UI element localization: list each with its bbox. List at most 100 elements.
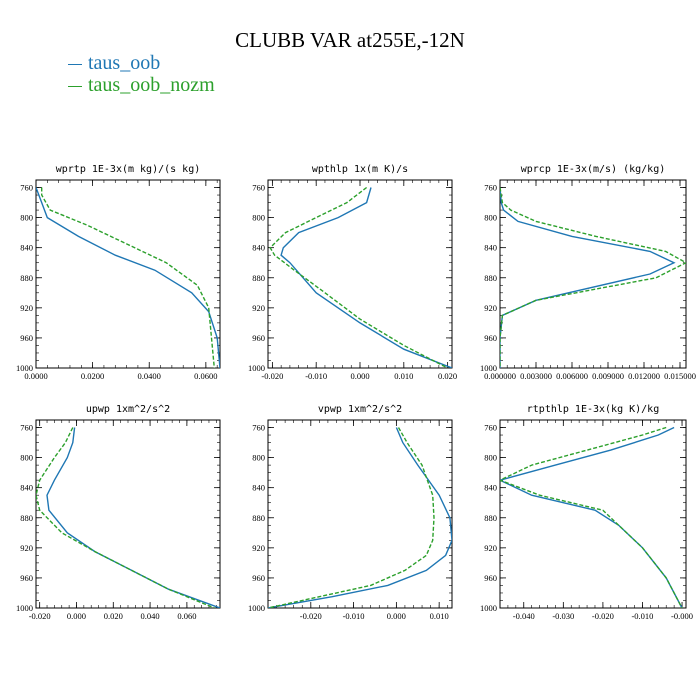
series-line-taus-oob-nozm bbox=[500, 426, 683, 608]
panel-title: vpwp 1xm^2/s^2 bbox=[318, 404, 402, 415]
panel-title: upwp 1xm^2/s^2 bbox=[86, 404, 170, 415]
y-tick-label: 880 bbox=[252, 273, 265, 283]
y-tick-label: 1000 bbox=[480, 363, 497, 373]
x-tick-label: 0.020 bbox=[104, 611, 123, 621]
series-line-taus-oob-nozm bbox=[36, 427, 215, 608]
panel-3: upwp 1xm^2/s^2 760 800 840 880 920 960 1000-0.0… bbox=[16, 404, 221, 621]
y-tick-label: 760 bbox=[484, 423, 497, 433]
y-tick-label: 840 bbox=[252, 243, 265, 253]
x-tick-label: -0.020 bbox=[261, 371, 283, 381]
x-tick-label: 0.0200 bbox=[81, 371, 104, 381]
y-tick-label: 760 bbox=[484, 183, 497, 193]
legend-item-taus-oob: taus_oob bbox=[68, 52, 215, 74]
y-tick-label: 840 bbox=[484, 243, 497, 253]
x-tick-label: 0.010 bbox=[430, 611, 449, 621]
panel-4: vpwp 1xm^2/s^2 760 800 840 880 920 960 1000 -0.0… bbox=[248, 404, 453, 621]
panel-5: rtpthlp 1E-3x(kg K)/kg 760 800 840 880 920 960… bbox=[480, 404, 693, 621]
y-tick-label: 960 bbox=[20, 333, 33, 343]
panel-1: wpthlp 1x(m K)/s7608008408809209601000-0… bbox=[248, 164, 457, 381]
y-tick-label: 920 bbox=[20, 543, 33, 553]
panel-0: wprtp 1E-3x(m kg)/(s kg) 760 800 840 880 920 9… bbox=[16, 164, 221, 381]
plot-frame bbox=[35, 419, 221, 609]
panel-title: rtpthlp 1E-3x(kg K)/kg bbox=[527, 404, 659, 415]
series-line-taus-oob bbox=[500, 187, 676, 368]
y-tick-label: 760 bbox=[252, 183, 265, 193]
y-tick-label: 960 bbox=[252, 333, 265, 343]
x-tick-label: 0.000 bbox=[67, 611, 86, 621]
series-line-taus-oob-nozm bbox=[41, 187, 215, 368]
y-tick-label: 920 bbox=[252, 543, 265, 553]
plot-frame bbox=[267, 179, 453, 369]
x-tick-label: -0.010 bbox=[305, 371, 327, 381]
plot-frame bbox=[267, 419, 453, 609]
x-tick-label: -0.010 bbox=[343, 611, 365, 621]
panel-title: wpthlp 1x(m K)/s bbox=[312, 164, 408, 175]
y-tick-label: 880 bbox=[20, 513, 33, 523]
y-tick-label: 920 bbox=[484, 543, 497, 553]
x-tick-label: -0.040 bbox=[513, 611, 535, 621]
x-tick-label: 0.000 bbox=[350, 371, 369, 381]
legend-label-taus-oob: taus_oob bbox=[88, 51, 161, 74]
x-tick-label: 0.012000 bbox=[628, 371, 660, 381]
y-tick-label: 880 bbox=[252, 513, 265, 523]
series-line-taus-oob bbox=[36, 187, 220, 368]
y-tick-label: 760 bbox=[20, 423, 33, 433]
x-tick-label: -0.030 bbox=[552, 611, 574, 621]
y-tick-label: 800 bbox=[20, 213, 33, 223]
y-tick-label: 880 bbox=[484, 513, 497, 523]
y-tick-label: 920 bbox=[252, 303, 265, 313]
y-tick-label: 800 bbox=[20, 453, 33, 463]
plot-frame bbox=[499, 419, 687, 609]
x-tick-label: 0.000000 bbox=[484, 371, 516, 381]
y-tick-label: 960 bbox=[484, 333, 497, 343]
x-tick-label: 0.0600 bbox=[194, 371, 217, 381]
y-tick-label: 920 bbox=[20, 303, 33, 313]
y-tick-label: 840 bbox=[20, 243, 33, 253]
y-tick-label: 880 bbox=[484, 273, 497, 283]
panel-title: wprcp 1E-3x(m/s) (kg/kg) bbox=[521, 164, 666, 175]
x-tick-label: 0.009000 bbox=[592, 371, 624, 381]
y-tick-label: 760 bbox=[252, 423, 265, 433]
x-tick-label: 0.040 bbox=[141, 611, 160, 621]
panel-title: wprtp 1E-3x(m kg)/(s kg) bbox=[56, 164, 201, 175]
panel-2: wprcp 1E-3x(m/s) (kg/kg) 760 800 840 880 920 9… bbox=[480, 164, 696, 381]
legend: taus_oob taus_oob_nozm bbox=[68, 52, 215, 96]
y-tick-label: 960 bbox=[484, 573, 497, 583]
x-tick-label: -0.000 bbox=[671, 611, 693, 621]
legend-swatch-taus-oob bbox=[68, 63, 82, 65]
y-tick-label: 960 bbox=[252, 573, 265, 583]
series-line-taus-oob bbox=[280, 187, 452, 368]
x-tick-label: 0.015000 bbox=[664, 371, 696, 381]
x-tick-label: -0.010 bbox=[631, 611, 653, 621]
x-tick-label: 0.000 bbox=[387, 611, 406, 621]
y-tick-label: 760 bbox=[20, 183, 33, 193]
series-line-taus-oob bbox=[46, 427, 220, 608]
y-tick-label: 840 bbox=[484, 483, 497, 493]
x-tick-label: 0.060 bbox=[177, 611, 196, 621]
series-line-taus-oob-nozm bbox=[500, 187, 686, 368]
y-tick-label: 800 bbox=[252, 213, 265, 223]
y-tick-label: 1000 bbox=[248, 603, 265, 613]
plot-frame bbox=[35, 179, 221, 369]
y-tick-label: 800 bbox=[484, 453, 497, 463]
legend-swatch-taus-oob-nozm bbox=[68, 85, 82, 87]
y-tick-label: 1000 bbox=[480, 603, 497, 613]
y-tick-label: 800 bbox=[484, 213, 497, 223]
y-tick-label: 840 bbox=[252, 483, 265, 493]
legend-label-taus-oob-nozm: taus_oob_nozm bbox=[88, 73, 215, 96]
series-line-taus-oob bbox=[268, 427, 452, 608]
figure-title: CLUBB VAR at255E,-12N bbox=[235, 28, 465, 52]
x-tick-label: 0.0000 bbox=[24, 371, 47, 381]
plot-frame bbox=[499, 179, 687, 369]
x-tick-label: 0.006000 bbox=[556, 371, 588, 381]
y-tick-label: 1000 bbox=[248, 363, 265, 373]
x-tick-label: 0.003000 bbox=[520, 371, 552, 381]
y-tick-label: 960 bbox=[20, 573, 33, 583]
x-tick-label: 0.020 bbox=[438, 371, 457, 381]
x-tick-label: 0.0400 bbox=[138, 371, 161, 381]
y-tick-label: 800 bbox=[252, 453, 265, 463]
series-line-taus-oob-nozm bbox=[268, 427, 435, 608]
legend-item-taus-oob-nozm: taus_oob_nozm bbox=[68, 74, 215, 96]
